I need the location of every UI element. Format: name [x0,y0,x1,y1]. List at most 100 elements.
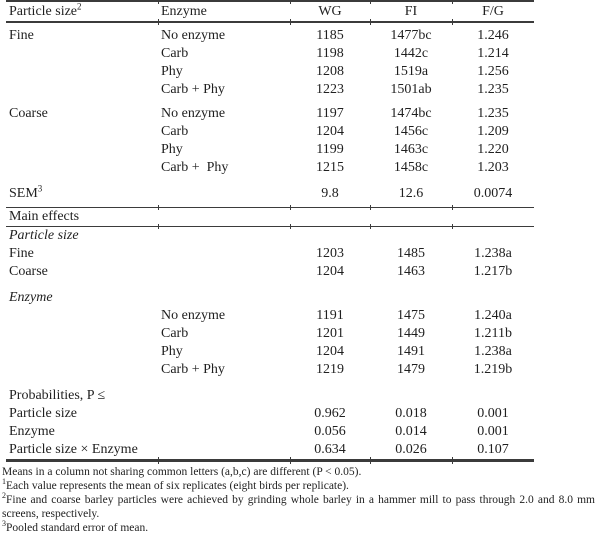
table-cell: 1.238a [474,344,512,359]
table-cell: 1.217b [473,264,513,279]
table-cell [158,263,290,281]
table-cell: 1463 [397,264,425,279]
table-row: Phy 1208 1519a 1.256 [6,63,534,81]
table-row: Carb 1198 1442c 1.214 [6,45,534,63]
table-cell: 9.8 [321,186,339,201]
horizontal-rule [6,457,534,464]
header-row: Particle size2 Enzyme WG FI F/G [6,2,534,21]
rule-line [6,207,534,208]
section-row: Main effects [6,208,534,226]
cell-text: FI [404,4,418,19]
rule-tick [158,457,159,464]
table-row: Carb 1201 1449 1.211b [6,325,534,343]
table-cell: Fine [9,28,34,43]
table-cell: Coarse [9,264,48,279]
table-cell: 1219 [316,362,344,377]
table-cell: Carb [161,326,189,341]
table-cell: Enzyme [9,424,55,439]
column-header: Enzyme [158,2,290,21]
column-header: FI [370,2,452,21]
footnote-text: Pooled standard error of mean. [6,522,149,534]
footnote: 1Each value represents the mean of six r… [2,477,595,493]
table-cell: Carb + Phy [161,82,225,97]
superscript: 2 [77,1,82,12]
footnote-text: Each value represents the mean of six re… [6,480,349,492]
horizontal-rule [6,19,534,25]
table-cell: 1.214 [477,46,509,61]
rule-tick [452,457,453,464]
footnote-marker: 1 [2,477,6,487]
table-cell: 0.026 [395,442,427,457]
table-cell: 1199 [316,142,344,157]
table-body: Particle size2 Enzyme WG FI F/G Fine No enzyme… [6,0,534,464]
table-cell [6,141,158,159]
table-row: Phy 1199 1463c 1.220 [6,141,534,159]
table-cell [158,245,290,263]
table-cell [6,361,158,379]
table-cell: 1203 [316,246,344,261]
table-cell: 1.246 [477,28,509,43]
table-cell: 1442c [393,46,429,61]
table-row: Carb + Phy 1223 1501ab 1.235 [6,81,534,99]
table-cell: Particle size × Enzyme [9,442,138,457]
table-cell [158,441,290,459]
rule-tick [158,0,159,4]
cell-text: SEM [9,186,38,201]
gap-row [6,379,534,387]
table-row: Particle size 0.962 0.018 0.001 [6,405,534,423]
footnote: 3Pooled standard error of mean. [2,520,595,534]
table-cell: No enzyme [161,28,226,43]
table-cell [6,159,158,177]
gap-row [6,281,534,289]
footnotes: Means in a column not sharing common let… [2,465,595,534]
table-cell: 0.001 [477,424,509,439]
table-row: Fine 1203 1485 1.238a [6,245,534,263]
table-cell: Carb + Phy [161,160,229,175]
table-cell: 1519a [393,64,429,79]
table-cell: 1201 [316,326,344,341]
rule-line [6,21,534,23]
section-label: Main effects [9,209,80,224]
table-row: Enzyme 0.056 0.014 0.001 [6,423,534,441]
rule-tick [452,0,453,4]
rule-row [6,205,534,210]
table-cell: 1.203 [477,160,509,175]
spacer [6,177,534,185]
spacer [6,379,534,387]
table-cell: 1463c [393,142,429,157]
table-cell: 1223 [316,82,344,97]
table-cell: 1477bc [390,28,432,43]
table-cell: 0.0074 [473,186,513,201]
rule-tick [452,205,453,210]
rule-tick [158,205,159,210]
table-cell: Carb + Phy [161,362,225,377]
rule-tick [370,457,371,464]
rule-tick [158,19,159,25]
results-table: Particle size2 Enzyme WG FI F/G Fine No enzyme… [6,0,534,464]
column-header: F/G [452,2,534,21]
horizontal-rule [6,224,534,229]
table-cell: 1501ab [390,82,432,97]
footnote: 2Fine and coarse barley particles were a… [2,492,595,521]
column-header: Particle size2 [6,2,158,21]
table-cell: Particle size [9,406,78,421]
table-cell: 1204 [316,344,344,359]
table-cell: 1204 [316,124,344,139]
table-row: Coarse No enzyme 1197 1474bc 1.235 [6,105,534,123]
table-cell: 0.056 [314,424,346,439]
table-cell [6,81,158,99]
table-row: Particle size × Enzyme 0.634 0.026 0.107 [6,441,534,459]
table-cell: 1475 [397,308,425,323]
footnote-text: Fine and coarse barley particles were ac… [2,494,595,520]
table-cell: 1185 [316,28,344,43]
table-cell: Carb [161,124,189,139]
rule-tick [158,224,159,229]
rule-tick [290,205,291,210]
table-cell [6,63,158,81]
table-cell: 0.107 [477,442,509,457]
section-label: Particle size [9,228,79,243]
table-cell: 0.962 [314,406,346,421]
table-row: No enzyme 1191 1475 1.240a [6,307,534,325]
horizontal-rule [6,0,534,4]
